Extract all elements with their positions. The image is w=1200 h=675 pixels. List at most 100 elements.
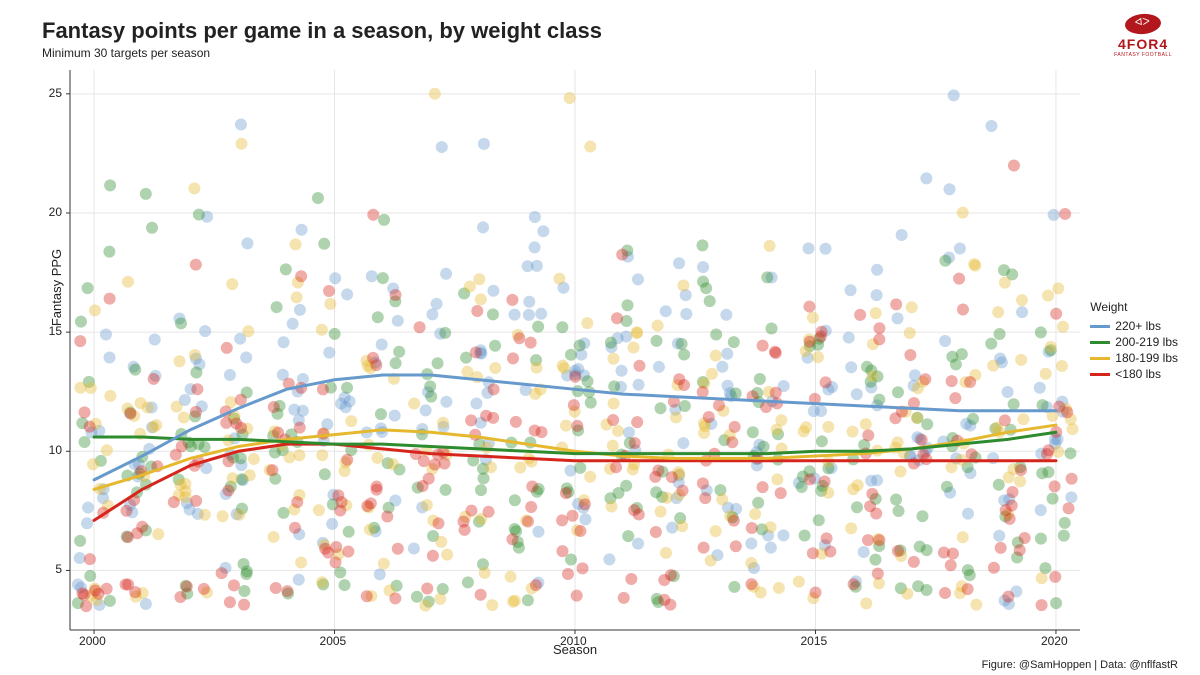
scatter-point xyxy=(79,406,91,418)
scatter-point xyxy=(962,508,974,520)
scatter-point xyxy=(199,509,211,521)
scatter-point xyxy=(104,293,116,305)
scatter-point xyxy=(1008,398,1020,410)
scatter-point xyxy=(764,240,776,252)
scatter-point xyxy=(658,594,670,606)
scatter-point xyxy=(948,89,960,101)
scatter-point xyxy=(574,340,586,352)
scatter-point xyxy=(131,527,143,539)
scatter-point xyxy=(295,270,307,282)
scatter-point xyxy=(987,360,999,372)
scatter-point xyxy=(807,312,819,324)
scatter-point xyxy=(919,373,931,385)
scatter-point xyxy=(1049,480,1061,492)
scatter-point xyxy=(190,406,202,418)
scatter-point xyxy=(804,336,816,348)
scatter-point xyxy=(435,536,447,548)
scatter-point xyxy=(821,532,833,544)
scatter-point xyxy=(475,589,487,601)
legend-item: 180-199 lbs xyxy=(1090,350,1178,366)
scatter-point xyxy=(967,413,979,425)
scatter-point xyxy=(220,417,232,429)
scatter-point xyxy=(556,321,568,333)
scatter-point xyxy=(890,493,902,505)
scatter-point xyxy=(135,397,147,409)
scatter-point xyxy=(296,224,308,236)
scatter-point xyxy=(862,534,874,546)
scatter-point xyxy=(1036,572,1048,584)
scatter-point xyxy=(1056,360,1068,372)
scatter-point xyxy=(574,525,586,537)
scatter-point xyxy=(777,529,789,541)
scatter-point xyxy=(287,318,299,330)
scatter-point xyxy=(631,416,643,428)
scatter-point xyxy=(329,272,341,284)
scatter-point xyxy=(266,464,278,476)
scatter-point xyxy=(867,370,879,382)
scatter-point xyxy=(104,352,116,364)
scatter-point xyxy=(1035,533,1047,545)
chart-title: Fantasy points per game in a season, by … xyxy=(42,18,602,44)
scatter-point xyxy=(605,337,617,349)
legend-label: <180 lbs xyxy=(1115,366,1161,382)
scatter-point xyxy=(104,595,116,607)
scatter-point xyxy=(892,312,904,324)
scatter-point xyxy=(962,564,974,576)
scatter-point xyxy=(804,473,816,485)
scatter-point xyxy=(628,504,640,516)
scatter-point xyxy=(819,243,831,255)
scatter-point xyxy=(988,562,1000,574)
scatter-point xyxy=(633,379,645,391)
scatter-point xyxy=(854,309,866,321)
scatter-point xyxy=(193,209,205,221)
scatter-point xyxy=(81,517,93,529)
scatter-point xyxy=(966,448,978,460)
scatter-point xyxy=(429,88,441,100)
scatter-point xyxy=(557,360,569,372)
scatter-point xyxy=(892,386,904,398)
scatter-point xyxy=(479,567,491,579)
scatter-point xyxy=(653,361,665,373)
scatter-point xyxy=(873,322,885,334)
scatter-point xyxy=(480,410,492,422)
scatter-point xyxy=(505,571,517,583)
scatter-point xyxy=(1002,591,1014,603)
scatter-point xyxy=(437,417,449,429)
scatter-point xyxy=(361,500,373,512)
scatter-point xyxy=(436,141,448,153)
scatter-point xyxy=(822,487,834,499)
scatter-point xyxy=(441,549,453,561)
scatter-point xyxy=(235,394,247,406)
scatter-point xyxy=(440,268,452,280)
scatter-point xyxy=(608,398,620,410)
scatter-point xyxy=(799,529,811,541)
scatter-point xyxy=(957,531,969,543)
scatter-point xyxy=(678,379,690,391)
scatter-point xyxy=(816,326,828,338)
scatter-point xyxy=(376,426,388,438)
scatter-point xyxy=(103,246,115,258)
scatter-point xyxy=(1008,160,1020,172)
scatter-point xyxy=(366,270,378,282)
scatter-point xyxy=(294,304,306,316)
scatter-point xyxy=(471,305,483,317)
scatter-point xyxy=(470,346,482,358)
scatter-point xyxy=(129,364,141,376)
scatter-point xyxy=(529,424,541,436)
scatter-point xyxy=(746,522,758,534)
scatter-point xyxy=(901,588,913,600)
scatter-point xyxy=(813,514,825,526)
scatter-point xyxy=(227,472,239,484)
scatter-point xyxy=(84,553,96,565)
scatter-point xyxy=(1039,562,1051,574)
scatter-point xyxy=(666,471,678,483)
scatter-point xyxy=(873,333,885,345)
scatter-point xyxy=(427,550,439,562)
scatter-point xyxy=(148,373,160,385)
scatter-point xyxy=(945,559,957,571)
scatter-point xyxy=(294,422,306,434)
scatter-point xyxy=(649,471,661,483)
scatter-point xyxy=(129,586,141,598)
scatter-point xyxy=(848,578,860,590)
scatter-point xyxy=(389,592,401,604)
